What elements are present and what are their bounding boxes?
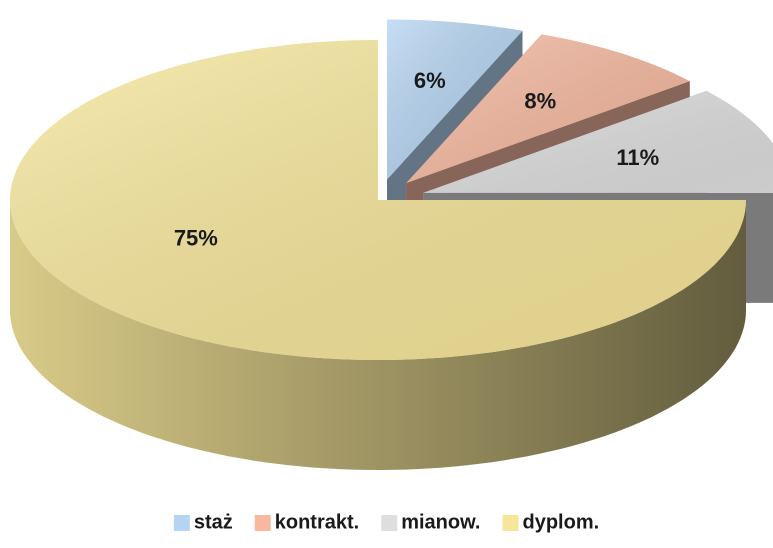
legend-swatch (502, 515, 519, 531)
slice-top-shade (406, 34, 690, 184)
legend-label: staż (194, 511, 233, 533)
legend-swatch (173, 515, 190, 531)
value-label: 11% (616, 145, 659, 170)
legend-label: kontrakt. (275, 511, 359, 533)
value-label: 6% (414, 68, 446, 93)
value-label: 75% (174, 225, 218, 250)
slice-top-shade (387, 19, 523, 180)
legend-swatch (254, 515, 271, 531)
slice-side-shade (10, 200, 746, 470)
value-label: 8% (524, 89, 556, 114)
legend-label: dyplom. (522, 511, 599, 533)
slice-top-shade (10, 40, 746, 360)
legend-swatch (381, 515, 398, 531)
legend-label: mianow. (401, 511, 480, 533)
slice-top-shade (423, 90, 773, 193)
